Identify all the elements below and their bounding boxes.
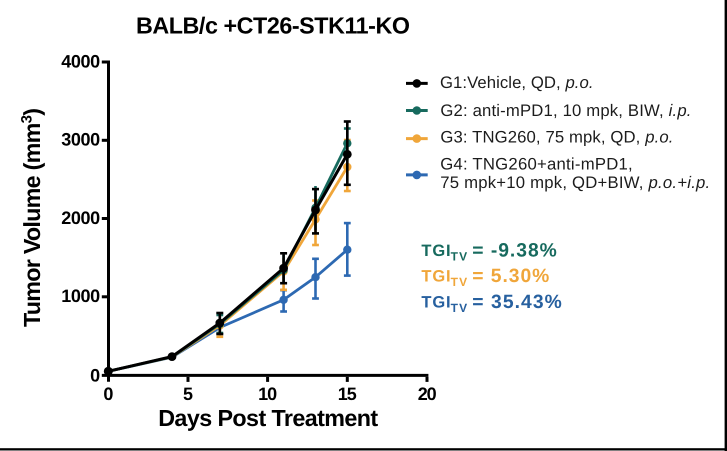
svg-text:0: 0 <box>90 365 100 385</box>
svg-text:G3: TNG260, 75 mpk, QD, p.o.: G3: TNG260, 75 mpk, QD, p.o. <box>440 128 673 147</box>
svg-text:15: 15 <box>338 384 357 404</box>
svg-text:= 5.30%: = 5.30% <box>472 266 549 287</box>
svg-text:Tumor Volume (mm3): Tumor Volume (mm3) <box>18 108 45 327</box>
svg-text:2000: 2000 <box>61 208 100 228</box>
svg-text:20: 20 <box>418 384 437 404</box>
svg-text:TV: TV <box>451 275 468 289</box>
svg-text:BALB/c +CT26-STK11-KO: BALB/c +CT26-STK11-KO <box>136 13 410 39</box>
svg-text:4000: 4000 <box>61 51 100 71</box>
svg-text:TGI: TGI <box>421 268 450 286</box>
svg-text:3000: 3000 <box>61 130 100 150</box>
svg-text:5: 5 <box>183 384 193 404</box>
svg-text:Days Post Treatment: Days Post Treatment <box>158 405 378 431</box>
svg-text:G4: TNG260+anti-mPD1,: G4: TNG260+anti-mPD1, <box>440 155 633 174</box>
svg-text:0: 0 <box>103 384 113 404</box>
svg-text:10: 10 <box>258 384 277 404</box>
svg-text:= -9.38%: = -9.38% <box>472 241 557 262</box>
svg-text:TV: TV <box>451 249 468 263</box>
svg-text:75 mpk+10 mpk, QD+BIW, p.o.+i.: 75 mpk+10 mpk, QD+BIW, p.o.+i.p. <box>440 173 710 192</box>
svg-text:G1:Vehicle, QD, p.o.: G1:Vehicle, QD, p.o. <box>440 73 594 92</box>
svg-text:TGI: TGI <box>421 294 450 312</box>
svg-text:1000: 1000 <box>61 286 100 306</box>
svg-text:TV: TV <box>451 301 468 315</box>
svg-text:TGI: TGI <box>421 242 450 260</box>
svg-text:G2: anti-mPD1, 10 mpk, BIW, i.: G2: anti-mPD1, 10 mpk, BIW, i.p. <box>440 101 691 120</box>
svg-text:= 35.43%: = 35.43% <box>472 292 562 313</box>
